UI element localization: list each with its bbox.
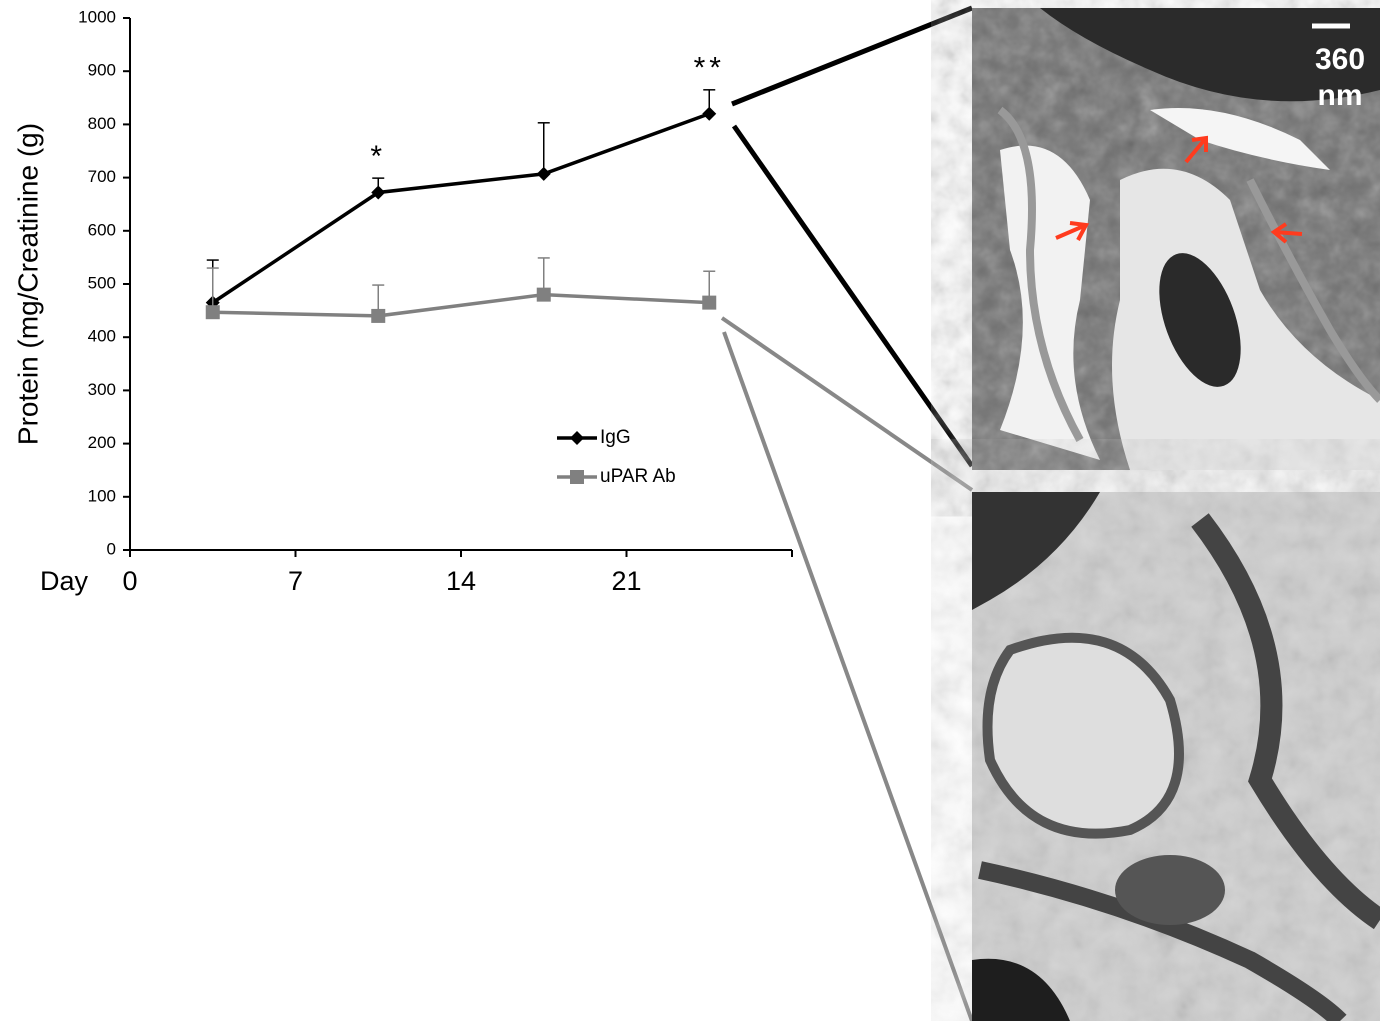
significance-annotation: * (370, 140, 386, 173)
connector (732, 8, 972, 104)
y-tick-label: 900 (88, 61, 116, 80)
legend-marker (570, 431, 584, 445)
marker (537, 288, 551, 302)
connector (734, 126, 972, 466)
y-tick-label: 400 (88, 327, 116, 346)
legend-label: IgG (600, 427, 631, 448)
x-tick-label: 21 (611, 566, 641, 596)
y-tick-label: 200 (88, 433, 116, 452)
y-tick-label: 600 (88, 220, 116, 239)
x-tick-label: 0 (122, 566, 137, 596)
legend-label: uPAR Ab (600, 466, 676, 487)
y-tick-label: 800 (88, 114, 116, 133)
marker (702, 296, 716, 310)
x-axis-title: Day (40, 566, 89, 596)
marker (537, 167, 551, 181)
y-tick-label: 1000 (78, 7, 116, 26)
series-line (213, 295, 710, 316)
legend-marker (570, 470, 584, 484)
page: {"chart_data": {"type": "line", "y_label… (0, 0, 1380, 1021)
y-tick-label: 700 (88, 167, 116, 186)
marker (206, 305, 220, 319)
significance-annotation: ** (694, 52, 725, 85)
x-tick-label: 7 (288, 566, 303, 596)
micrograph-bottom (972, 492, 1380, 1021)
connector (724, 332, 972, 1021)
connector (722, 318, 972, 490)
y-tick-label: 300 (88, 380, 116, 399)
chart: Protein (mg/Creatinine (g) Day 0 100 200 30… (12, 7, 792, 596)
y-tick-label: 500 (88, 273, 116, 292)
series-line (213, 114, 710, 303)
marker (702, 107, 716, 121)
marker (371, 309, 385, 323)
figure: Protein (mg/Creatinine (g) Day 0 100 200 30… (0, 0, 1380, 1021)
scale-bar-label: 360 nm (1300, 42, 1380, 114)
y-tick-label: 100 (88, 486, 116, 505)
y-axis-title: Protein (mg/Creatinine (g) (12, 123, 43, 445)
y-tick-label: 0 (107, 539, 116, 558)
x-tick-label: 14 (446, 566, 476, 596)
